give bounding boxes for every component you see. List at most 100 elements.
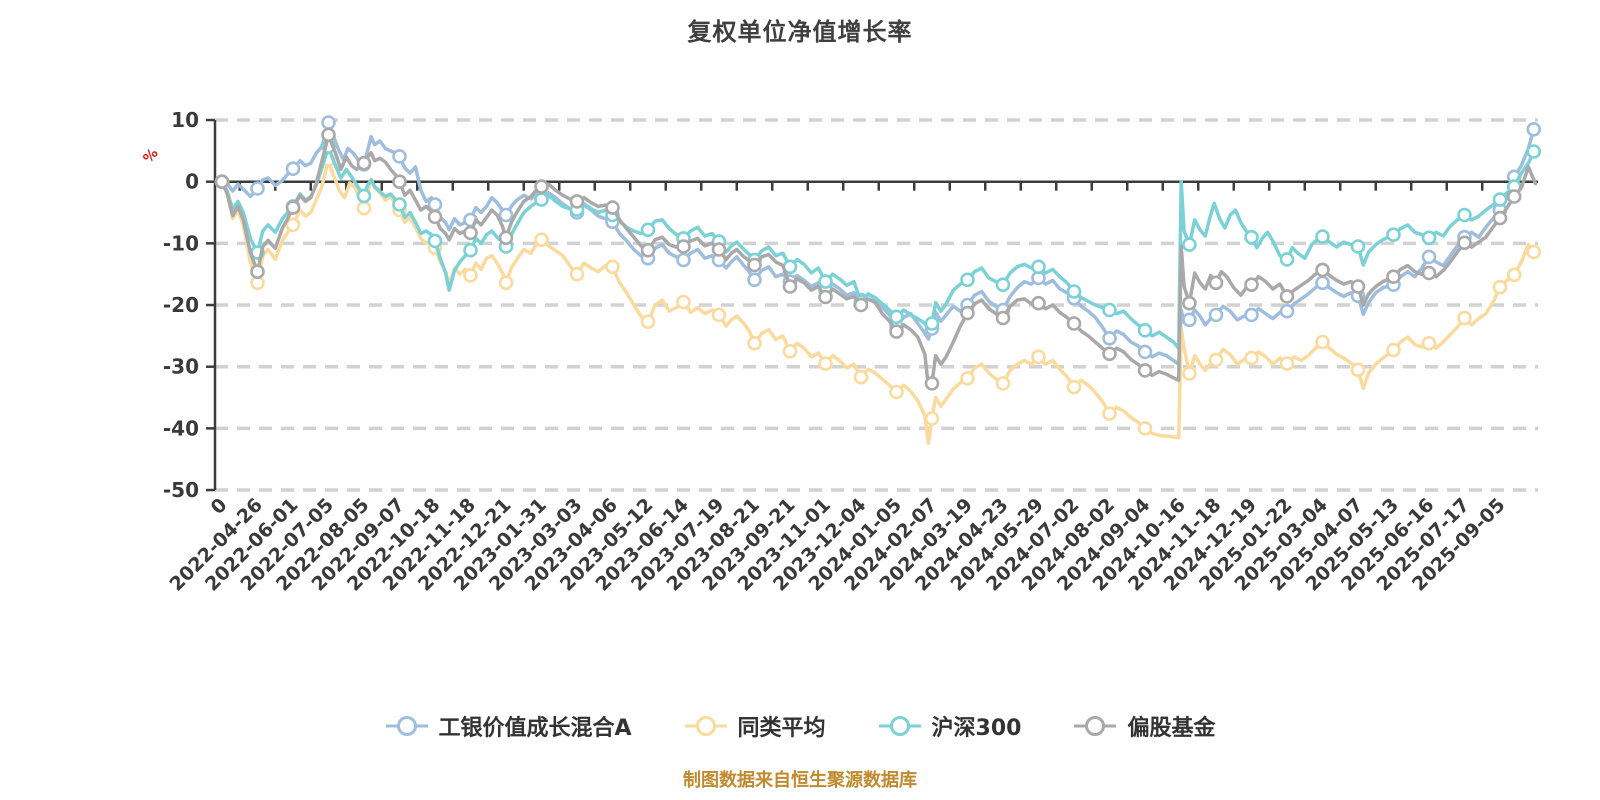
data-point-marker-equity-funds[interactable] [640, 242, 656, 258]
data-point-marker-fund[interactable] [1182, 312, 1197, 328]
data-point-marker-fund[interactable] [1421, 249, 1437, 265]
data-point-marker-csi300[interactable] [640, 222, 656, 238]
data-point-marker-equity-funds[interactable] [1386, 269, 1401, 285]
data-point-marker-csi300[interactable] [1457, 207, 1472, 223]
data-point-marker-peer-average[interactable] [1137, 421, 1153, 436]
data-point-marker-peer-average[interactable] [1102, 406, 1117, 421]
data-point-marker-peer-average[interactable] [995, 376, 1011, 391]
data-point-marker-csi300[interactable] [534, 192, 549, 207]
data-point-marker-equity-funds[interactable] [1492, 210, 1508, 226]
data-point-marker-csi300[interactable] [960, 272, 975, 288]
data-point-marker-fund[interactable] [250, 181, 265, 196]
data-point-marker-csi300[interactable] [1244, 229, 1259, 245]
data-point-marker-peer-average[interactable] [711, 307, 727, 323]
data-point-marker-peer-average[interactable] [676, 294, 691, 310]
data-point-marker-equity-funds[interactable] [463, 225, 478, 241]
series-line-csi300[interactable] [220, 144, 1540, 350]
series-line-equity-funds[interactable] [220, 133, 1538, 389]
data-point-marker-csi300[interactable] [995, 277, 1011, 293]
data-point-marker-csi300[interactable] [889, 309, 904, 325]
data-point-marker-peer-average[interactable] [1350, 362, 1366, 378]
data-point-marker-peer-average[interactable] [1492, 279, 1508, 295]
data-point-marker-peer-average[interactable] [1506, 267, 1522, 283]
data-point-marker-peer-average[interactable] [747, 335, 762, 351]
data-point-marker-csi300[interactable] [1102, 302, 1117, 318]
legend-item-equity-funds[interactable]: 偏股基金 [1073, 710, 1216, 742]
data-point-marker-peer-average[interactable] [782, 343, 798, 359]
data-point-marker-fund[interactable] [676, 252, 691, 268]
data-point-marker-peer-average[interactable] [640, 314, 656, 330]
data-point-marker-equity-funds[interactable] [250, 264, 265, 280]
data-point-marker-equity-funds[interactable] [1066, 316, 1082, 331]
data-point-marker-equity-funds[interactable] [1457, 235, 1472, 251]
data-point-marker-csi300[interactable] [1137, 322, 1153, 338]
data-point-marker-fund[interactable] [285, 161, 301, 176]
data-point-marker-peer-average[interactable] [285, 217, 301, 233]
data-point-marker-csi300[interactable] [463, 242, 478, 258]
data-point-marker-peer-average[interactable] [960, 371, 975, 386]
data-point-marker-peer-average[interactable] [605, 259, 620, 275]
data-point-marker-equity-funds[interactable] [1137, 363, 1153, 378]
data-point-marker-equity-funds[interactable] [569, 194, 585, 209]
data-point-marker-equity-funds[interactable] [924, 376, 940, 391]
data-point-marker-equity-funds[interactable] [1506, 189, 1522, 204]
data-point-marker-peer-average[interactable] [1315, 334, 1330, 350]
data-point-marker-peer-average[interactable] [889, 384, 904, 400]
data-point-marker-peer-average[interactable] [356, 200, 372, 216]
data-point-marker-csi300[interactable] [1031, 259, 1046, 275]
data-point-marker-equity-funds[interactable] [1315, 262, 1330, 278]
data-point-marker-fund[interactable] [1137, 344, 1153, 360]
data-point-marker-csi300[interactable] [356, 188, 372, 204]
data-point-marker-peer-average[interactable] [1421, 335, 1437, 351]
data-point-marker-peer-average[interactable] [569, 266, 585, 282]
data-point-marker-equity-funds[interactable] [711, 242, 727, 257]
data-point-marker-peer-average[interactable] [1279, 356, 1295, 371]
data-point-marker-equity-funds[interactable] [676, 239, 691, 254]
data-point-marker-equity-funds[interactable] [818, 289, 833, 305]
data-point-marker-equity-funds[interactable] [1102, 346, 1117, 362]
data-point-marker-csi300[interactable] [1526, 144, 1541, 159]
data-point-marker-fund[interactable] [1279, 303, 1295, 319]
data-point-marker-equity-funds[interactable] [1421, 265, 1437, 281]
data-point-marker-fund[interactable] [1102, 330, 1117, 346]
data-point-marker-peer-average[interactable] [1031, 349, 1046, 365]
data-point-marker-equity-funds[interactable] [1208, 275, 1224, 291]
data-point-marker-equity-funds[interactable] [960, 305, 975, 321]
data-point-marker-peer-average[interactable] [1457, 310, 1472, 326]
data-point-marker-equity-funds[interactable] [853, 297, 869, 313]
data-point-marker-peer-average[interactable] [818, 356, 833, 371]
data-point-marker-csi300[interactable] [818, 274, 833, 289]
data-point-marker-csi300[interactable] [1350, 239, 1366, 254]
data-point-marker-peer-average[interactable] [1208, 352, 1224, 368]
legend-item-csi300[interactable]: 沪深300 [878, 710, 1021, 742]
data-point-marker-peer-average[interactable] [1386, 342, 1401, 358]
data-point-marker-peer-average[interactable] [1244, 350, 1259, 366]
data-point-marker-fund[interactable] [498, 207, 514, 223]
data-point-marker-peer-average[interactable] [1526, 244, 1541, 260]
data-point-marker-peer-average[interactable] [1066, 379, 1082, 395]
data-point-marker-equity-funds[interactable] [1244, 277, 1259, 293]
data-point-marker-equity-funds[interactable] [285, 200, 301, 215]
data-point-marker-equity-funds[interactable] [214, 174, 230, 189]
data-point-marker-equity-funds[interactable] [782, 279, 798, 294]
data-point-marker-equity-funds[interactable] [498, 230, 514, 246]
data-point-marker-fund[interactable] [1208, 307, 1224, 323]
data-point-marker-csi300[interactable] [1182, 237, 1197, 252]
data-point-marker-csi300[interactable] [1279, 252, 1295, 267]
data-point-marker-equity-funds[interactable] [995, 310, 1011, 326]
data-point-marker-csi300[interactable] [1315, 229, 1330, 244]
data-point-marker-peer-average[interactable] [463, 268, 478, 283]
data-point-marker-csi300[interactable] [924, 316, 940, 331]
legend-item-fund[interactable]: 工银价值成长混合A [385, 710, 632, 742]
data-point-marker-equity-funds[interactable] [605, 200, 620, 215]
data-point-marker-equity-funds[interactable] [321, 127, 336, 143]
data-point-marker-peer-average[interactable] [1182, 366, 1197, 381]
data-point-marker-equity-funds[interactable] [534, 179, 549, 194]
data-point-marker-equity-funds[interactable] [1182, 295, 1197, 311]
data-point-marker-csi300[interactable] [392, 197, 407, 212]
data-point-marker-csi300[interactable] [1386, 227, 1401, 242]
data-point-marker-fund[interactable] [1244, 307, 1259, 323]
data-point-marker-peer-average[interactable] [534, 232, 549, 247]
legend-item-peer-average[interactable]: 同类平均 [684, 710, 826, 742]
data-point-marker-equity-funds[interactable] [356, 155, 372, 171]
